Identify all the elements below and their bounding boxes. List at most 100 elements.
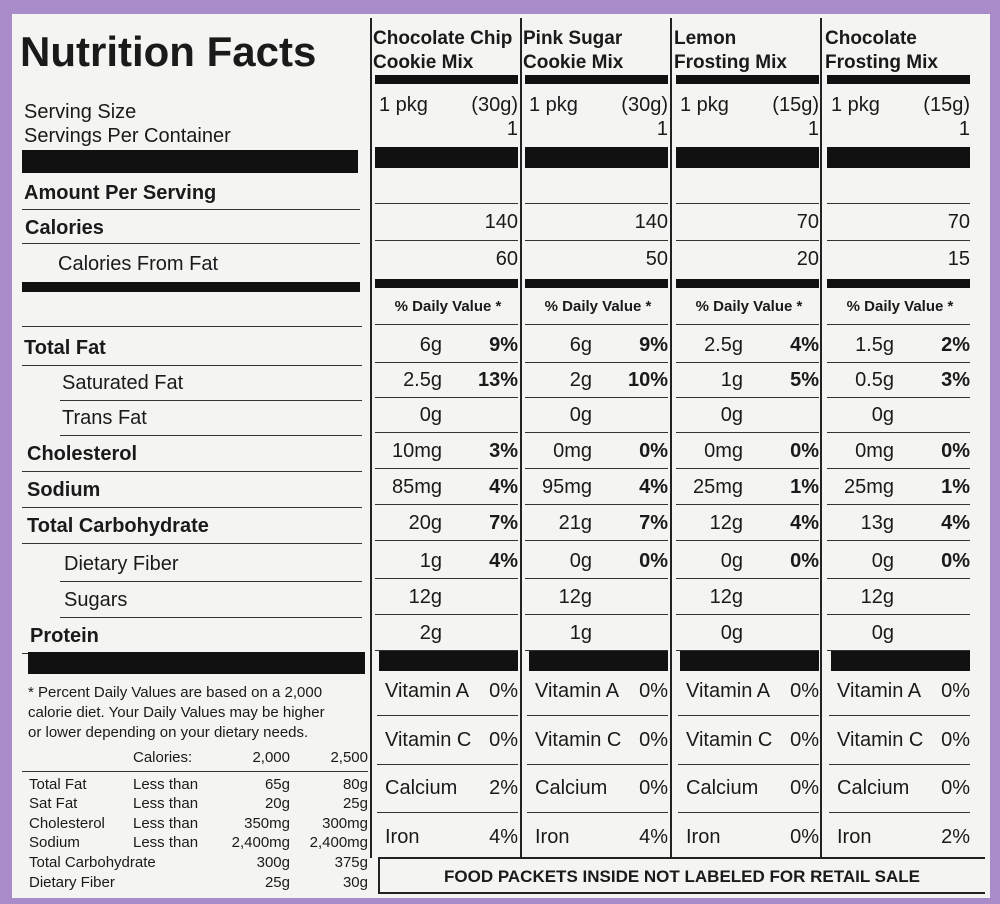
footnote-row: 2,400mg	[231, 834, 290, 852]
product-name: Chocolate	[825, 27, 917, 49]
amount: 25mg	[843, 476, 894, 498]
nutrient-name: Sugars	[64, 589, 128, 611]
rule	[676, 468, 819, 469]
nutrient-name: Cholesterol	[27, 443, 138, 465]
calories: 70	[796, 211, 819, 233]
amount: 0g	[720, 622, 743, 644]
daily-value: 4%	[489, 476, 518, 498]
amount: 0g	[871, 550, 894, 572]
amount: 12g	[709, 512, 743, 534]
daily-value: 0%	[941, 440, 970, 462]
daily-value-header: % Daily Value *	[695, 297, 803, 315]
amount: 0g	[569, 550, 592, 572]
footnote-row: Sat Fat	[29, 795, 78, 813]
footnote-row: Total Fat	[29, 775, 87, 793]
rule	[525, 362, 668, 363]
amount: 0mg	[855, 440, 894, 462]
serving-size-label: Serving Size	[24, 101, 137, 123]
vitamin-value: 0%	[639, 680, 668, 702]
daily-value: 1%	[790, 476, 819, 498]
daily-value: 0%	[639, 550, 668, 572]
thick-bar	[375, 279, 518, 288]
footnote-row: Less than	[133, 795, 199, 813]
amount: 0mg	[704, 440, 743, 462]
rule	[22, 543, 362, 544]
amount: 1.5g	[855, 334, 894, 356]
rule	[827, 614, 970, 615]
vitamin-value: 0%	[941, 728, 970, 751]
thick-bar	[525, 75, 668, 84]
vitamin-name: Vitamin C	[385, 728, 472, 751]
vitamin-name: Vitamin C	[535, 728, 622, 751]
product-name: Chocolate Chip	[373, 27, 513, 49]
rule	[525, 614, 668, 615]
footnote-row: 300g	[256, 853, 290, 871]
weight: (15g)	[772, 94, 819, 116]
thick-bar	[827, 279, 970, 288]
servings: 1	[506, 118, 518, 140]
rule	[22, 771, 368, 772]
servings-label: Servings Per Container	[24, 125, 231, 147]
calories: 70	[947, 211, 970, 233]
amount: 6g	[419, 334, 442, 356]
rule	[827, 362, 970, 363]
vitamin-value: 0%	[941, 680, 970, 702]
calories-fat: 60	[495, 248, 518, 270]
rule	[22, 471, 362, 472]
footnote: or lower depending on your dietary needs…	[28, 723, 309, 741]
daily-value: 4%	[941, 512, 970, 534]
thick-bar	[22, 282, 360, 292]
amount: 0g	[871, 622, 894, 644]
amount: 1g	[720, 369, 743, 391]
nutrient-name: Trans Fat	[62, 407, 147, 429]
rule	[676, 650, 819, 651]
thick-bar	[22, 150, 358, 173]
daily-value: 5%	[790, 369, 819, 391]
calories-fat: 15	[947, 248, 970, 270]
amount: 0mg	[553, 440, 592, 462]
retail-note: FOOD PACKETS INSIDE NOT LABELED FOR RETA…	[443, 866, 921, 886]
daily-value-header: % Daily Value *	[544, 297, 652, 315]
nutrient-name: Total Carbohydrate	[27, 515, 209, 537]
rule	[377, 763, 518, 765]
amount: 2.5g	[403, 369, 442, 391]
thick-bar	[827, 75, 970, 84]
footnote-row: Sodium	[29, 834, 80, 852]
vitamin-value: 0%	[790, 777, 819, 799]
footnote-row: 25g	[264, 873, 290, 891]
rule	[676, 240, 819, 241]
vitamin-value: 0%	[489, 680, 518, 702]
footnote-row: 2,400mg	[309, 834, 368, 852]
rule	[525, 240, 668, 241]
rule	[525, 432, 668, 433]
rule	[60, 435, 362, 436]
footnote-row: 300mg	[322, 814, 368, 832]
footnote-header: 2,000	[252, 748, 290, 766]
amount: 25mg	[692, 476, 743, 498]
daily-value: 1%	[941, 476, 970, 498]
thick-bar	[375, 75, 518, 84]
amount: 1g	[419, 550, 442, 572]
rule	[525, 324, 668, 325]
vitamin-name: Vitamin C	[686, 728, 773, 751]
rule	[375, 397, 518, 398]
amount: 95mg	[541, 476, 592, 498]
rule	[827, 324, 970, 325]
note-rule	[378, 892, 985, 894]
rule	[377, 715, 518, 716]
thick-bar	[28, 652, 365, 674]
vitamin-value: 4%	[639, 825, 668, 848]
nutrition-label: Nutrition Facts Serving Size Servings Per …	[12, 14, 990, 898]
daily-value: 4%	[489, 550, 518, 572]
daily-value: 13%	[477, 369, 518, 391]
footnote: calorie diet. Your Daily Values may be h…	[28, 703, 325, 721]
rule	[676, 578, 819, 579]
product-name: Frosting Mix	[674, 51, 787, 73]
rule	[375, 362, 518, 363]
rule	[676, 397, 819, 398]
serving: 1 pkg	[680, 94, 729, 116]
rule	[525, 540, 668, 541]
rule	[525, 504, 668, 505]
amount: 6g	[569, 334, 592, 356]
rule	[22, 365, 362, 366]
